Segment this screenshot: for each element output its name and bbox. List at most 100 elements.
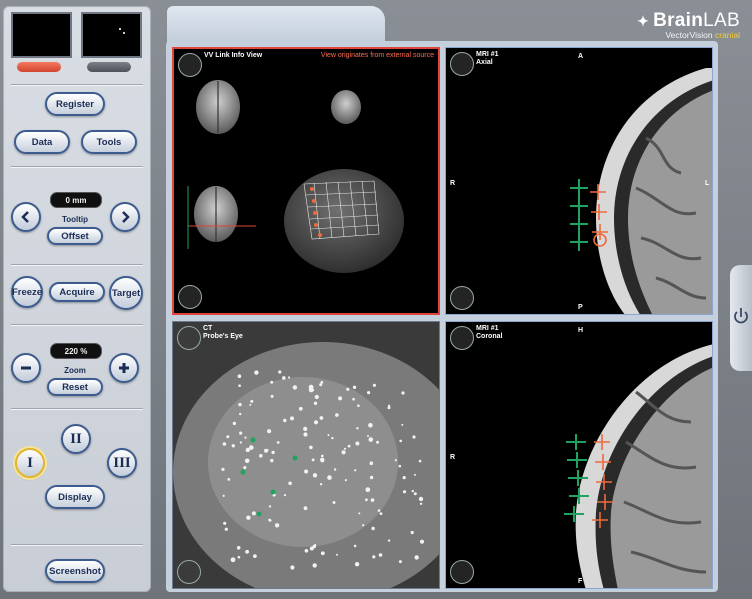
fiducial-dot	[419, 502, 423, 505]
fiducial-dot	[398, 560, 402, 564]
fiducial-dot	[362, 524, 365, 527]
view-title-text: CT	[203, 325, 213, 332]
display-button[interactable]: Display	[45, 485, 105, 509]
workspace-tab[interactable]	[167, 6, 385, 42]
fiducial-dot	[282, 376, 286, 380]
fiducial-dot	[347, 444, 351, 448]
fiducial-dot	[413, 473, 416, 476]
view-subtitle: Axial	[476, 59, 493, 66]
divider	[11, 408, 143, 410]
eye-icon[interactable]	[177, 326, 201, 350]
fiducial-dot	[239, 431, 243, 435]
fiducial-dot	[401, 423, 404, 426]
fiducial-dot	[327, 434, 330, 436]
fiducial-dot	[419, 539, 425, 544]
fiducial-dot	[274, 523, 280, 528]
view-title: MRI #1 Coronal	[476, 325, 502, 341]
brand-logo: ✦ BrainLAB VectorVision cranial	[637, 10, 740, 40]
magnifier-icon[interactable]	[450, 560, 474, 584]
fiducial-dot	[237, 374, 242, 378]
fiducial-dot	[410, 530, 414, 535]
fiducial-dot	[309, 445, 313, 450]
fiducial-dot	[236, 546, 241, 550]
reset-zoom-button[interactable]: Reset	[47, 378, 103, 396]
view-mri-axial[interactable]: MRI #1 Axial A R L P	[445, 47, 713, 315]
eye-icon[interactable]	[178, 53, 202, 77]
fiducial-dot	[369, 461, 374, 465]
fiducial-dot	[332, 501, 336, 504]
view-vv-link-info[interactable]: VV Link Info View View originates from e…	[172, 47, 440, 315]
target-button[interactable]: Target	[109, 276, 143, 310]
view-subtitle: Coronal	[476, 333, 503, 340]
fiducial-dot	[312, 473, 318, 478]
eye-icon[interactable]	[450, 326, 474, 350]
fiducial-dot	[270, 458, 274, 463]
fiducial-dot	[343, 447, 347, 450]
freeze-button[interactable]: Freeze	[11, 276, 43, 308]
power-tab[interactable]	[730, 265, 752, 371]
fiducial-dot	[268, 505, 272, 508]
prev-button[interactable]	[11, 202, 41, 232]
fiducial-dot	[283, 418, 287, 423]
fiducial-dot	[222, 494, 225, 497]
fiducial-dot	[355, 441, 360, 446]
fiducial-dot	[378, 553, 383, 557]
monitor-thumbnail-1[interactable]	[11, 12, 72, 58]
fiducial-dot	[379, 512, 383, 515]
fiducial-dot	[288, 376, 291, 379]
divider	[11, 544, 143, 546]
next-button[interactable]	[110, 202, 140, 232]
fiducial-dot	[290, 416, 294, 421]
magnifier-icon[interactable]	[178, 285, 202, 309]
zoom-out-button[interactable]	[11, 353, 41, 383]
layout-3-button[interactable]: III	[107, 448, 137, 478]
fiducial-dot	[418, 496, 424, 502]
brand-name-bold: Brain	[653, 10, 704, 31]
fiducial-dot	[418, 459, 422, 463]
fiducial-dot	[308, 384, 314, 390]
fiducial-dot	[354, 562, 360, 567]
fiducial-dot	[244, 458, 250, 464]
fiducial-dot	[314, 394, 319, 400]
fiducial-dot	[239, 441, 242, 444]
layout-2-button[interactable]: II	[61, 424, 91, 454]
fiducial-dot	[319, 483, 323, 486]
zoom-in-button[interactable]	[109, 353, 139, 383]
divider	[11, 84, 143, 86]
fiducial-dot	[365, 487, 371, 493]
fiducial-dot	[271, 450, 275, 455]
screenshot-button[interactable]: Screenshot	[45, 559, 105, 583]
fiducial-dot	[244, 436, 247, 439]
acquire-button[interactable]: Acquire	[49, 282, 105, 302]
orientation-top: H	[578, 327, 584, 334]
layout-1-button[interactable]: I	[15, 448, 45, 478]
fiducial-dot	[335, 413, 339, 417]
eye-icon[interactable]	[450, 52, 474, 76]
fiducial-dot	[368, 423, 373, 428]
fiducial-dot	[270, 394, 274, 398]
monitor-thumbnail-2[interactable]	[81, 12, 142, 58]
magnifier-icon[interactable]	[177, 560, 201, 584]
fiducial-dot	[222, 442, 227, 446]
register-button[interactable]: Register	[45, 92, 105, 116]
fiducial-dot	[371, 526, 375, 531]
fiducial-dot	[336, 553, 338, 556]
tools-button[interactable]: Tools	[81, 130, 137, 154]
fiducial-dot	[412, 435, 416, 439]
orientation-right: L	[705, 180, 710, 187]
minus-icon	[21, 366, 31, 370]
fiducial-dot	[357, 404, 360, 407]
fiducial-dot	[376, 440, 380, 444]
fiducial-dot	[290, 565, 295, 570]
fiducial-dot	[278, 370, 282, 374]
data-button[interactable]: Data	[14, 130, 70, 154]
fiducial-dot	[387, 539, 391, 542]
magnifier-icon[interactable]	[450, 286, 474, 310]
view-ct-probes-eye[interactable]: CT Probe's Eye	[172, 321, 440, 589]
fiducial-dot	[338, 396, 343, 401]
view-mri-coronal[interactable]: MRI #1 Coronal H R F	[445, 321, 713, 589]
fiducial-dot	[398, 464, 402, 468]
fiducial-dot	[402, 490, 407, 494]
offset-button[interactable]: Offset	[47, 227, 103, 245]
fiducial-dot	[303, 426, 308, 431]
